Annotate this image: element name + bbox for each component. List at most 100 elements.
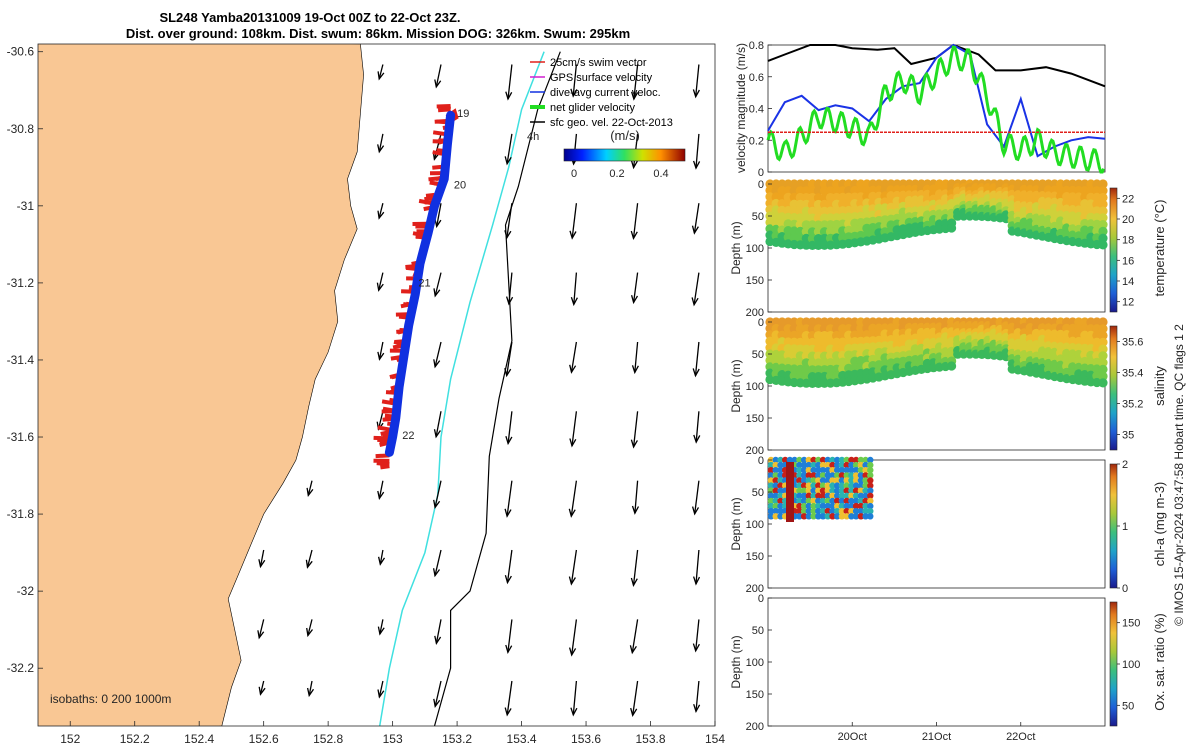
current-vector xyxy=(506,480,513,517)
profile-sample xyxy=(767,508,775,515)
current-vector xyxy=(378,133,384,152)
profile-sample xyxy=(829,502,836,510)
current-vector xyxy=(633,64,639,100)
profile-sample xyxy=(838,487,846,494)
profile-sample xyxy=(848,487,855,494)
profile-sample xyxy=(862,467,869,474)
current-vector xyxy=(632,549,639,586)
profile-sample xyxy=(777,467,784,474)
depth-tick-label: 100 xyxy=(746,381,764,393)
current-vector-head xyxy=(433,499,441,510)
current-vector xyxy=(570,341,578,373)
profile-sample xyxy=(852,461,860,469)
heatmap-panel-chl-a: 0 50 100 150 200 Depth (m) 0 1 2 chl-a (mg m-3) xyxy=(729,455,1167,595)
current-vector-head xyxy=(504,368,512,378)
profile-sample xyxy=(862,502,869,510)
current-vector-head xyxy=(306,627,314,638)
profile-sample xyxy=(800,467,808,474)
current-vector-head xyxy=(630,91,639,101)
current-vector xyxy=(695,64,700,97)
depth-tick-label: 200 xyxy=(746,307,764,319)
map-y-tick-label: -31 xyxy=(17,199,35,213)
profile-sample xyxy=(852,477,860,484)
profile-sample xyxy=(815,477,822,484)
day-label: 21 xyxy=(418,278,430,290)
profile-sample xyxy=(829,461,836,469)
profile-sample xyxy=(848,477,855,484)
profile-sample xyxy=(843,467,850,474)
profile-sample xyxy=(1098,226,1108,236)
map-x-tick-label: 152.8 xyxy=(313,732,343,746)
legend-label: GPS surface velocity xyxy=(550,72,653,84)
profile-sample xyxy=(829,508,836,515)
current-vector-head xyxy=(433,288,441,298)
profile-sample xyxy=(777,497,784,505)
profile-sample xyxy=(824,472,831,479)
profile-sample xyxy=(1098,337,1108,347)
profile-sample xyxy=(857,482,865,489)
current-vector xyxy=(693,272,700,305)
profile-sample xyxy=(857,456,865,464)
profile-sample xyxy=(852,497,860,505)
isobaths-label: isobaths: 0 200 1000m xyxy=(50,692,171,706)
current-vector xyxy=(631,619,639,653)
velocity-y-tick-label: 0 xyxy=(758,167,764,179)
velocity-y-tick-label: 0.4 xyxy=(749,104,764,116)
map-y-tick-label: -32 xyxy=(17,584,35,598)
profile-sample xyxy=(843,492,850,499)
profile-sample xyxy=(777,502,784,510)
profile-sample xyxy=(772,456,779,464)
current-vector-head xyxy=(505,296,514,306)
current-vector xyxy=(378,341,384,360)
profile-sample xyxy=(777,482,784,489)
profile-sample xyxy=(848,502,855,510)
profile-sample xyxy=(824,508,831,515)
current-vector-head xyxy=(692,160,701,170)
velocity-series-line xyxy=(767,43,1106,88)
profile-sample xyxy=(848,513,855,520)
profile-sample xyxy=(824,513,831,520)
current-vector-head xyxy=(692,89,700,99)
profile-sample xyxy=(1098,358,1108,368)
surface-velocity-vectors xyxy=(257,64,701,718)
profile-sample xyxy=(862,508,869,515)
colorbar-tick-label: 0 xyxy=(1122,583,1128,595)
profile-sample xyxy=(829,456,836,464)
profile-sample xyxy=(805,472,812,479)
current-vector xyxy=(435,64,442,88)
current-vector-head xyxy=(568,508,576,518)
profile-sample xyxy=(800,508,808,515)
colorbar-tick-label: 35.4 xyxy=(1122,368,1143,380)
profile-sample xyxy=(867,492,874,499)
profile-sample xyxy=(815,467,822,474)
profile-sample xyxy=(867,477,874,484)
current-vector xyxy=(434,341,442,367)
profile-sample xyxy=(810,492,817,499)
profile-sample xyxy=(805,513,812,520)
profile-sample xyxy=(1098,344,1108,354)
profile-sample xyxy=(800,477,808,484)
profile-sample xyxy=(848,467,855,474)
profile-sample xyxy=(852,456,860,464)
profile-sample xyxy=(819,482,827,489)
current-vector xyxy=(507,64,513,100)
map-y-ticks: -30.6 -30.8 -31 -31.2 -31.4 -31.6 -31.8 -32 -32.… xyxy=(7,45,43,675)
profile-sample xyxy=(805,467,812,474)
profile-sample xyxy=(815,513,822,520)
panel-colorbar xyxy=(1109,601,1118,727)
profile-sample xyxy=(819,472,827,479)
profile-sample xyxy=(810,497,817,505)
current-vector-head xyxy=(692,368,700,378)
profile-sample xyxy=(843,502,850,510)
profile-sample xyxy=(1098,330,1108,341)
profile-sample xyxy=(862,497,869,505)
legend-label: 25cm/s swim vector xyxy=(550,57,647,69)
current-vector-head xyxy=(377,210,385,220)
depth-tick-label: 100 xyxy=(746,657,764,669)
profile-sample xyxy=(852,513,860,520)
current-vector-head xyxy=(433,359,441,369)
profile-sample xyxy=(777,487,784,494)
colorbar-title: (m/s) xyxy=(610,128,640,143)
profile-sample xyxy=(824,477,831,484)
credit-text: © IMOS 15-Apr-2024 03:47:58 Hobart time.… xyxy=(1172,324,1186,626)
